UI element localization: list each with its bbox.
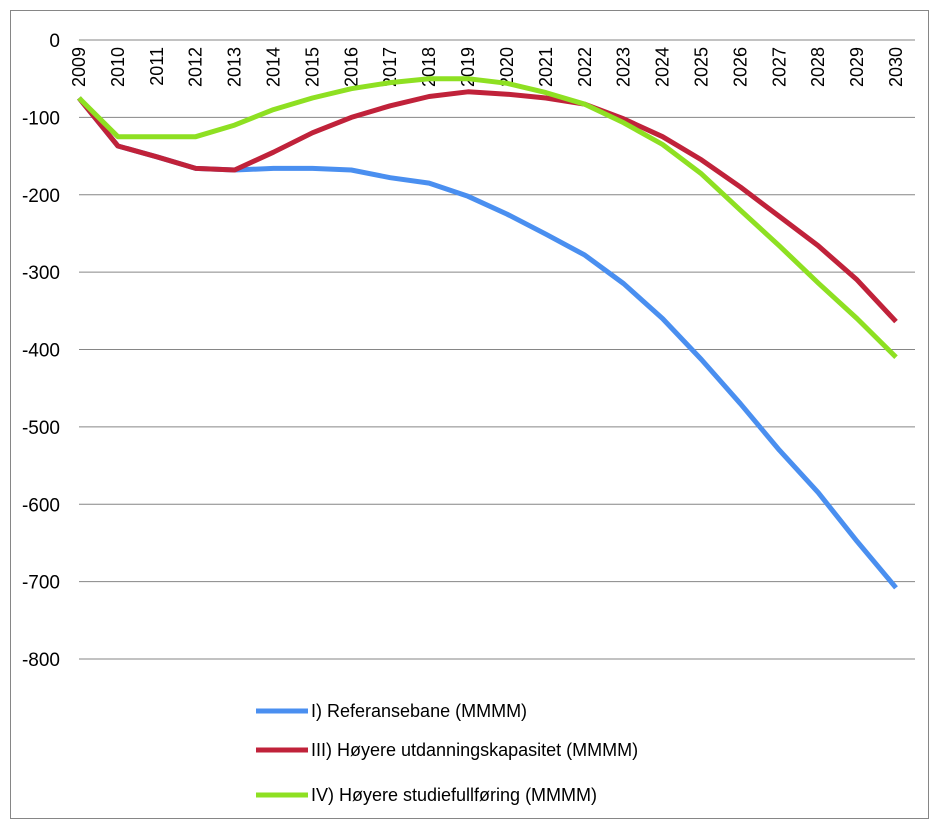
- series-line-2: [77, 89, 898, 324]
- y-tick-label: -700: [22, 573, 60, 594]
- legend: I) Referansebane (MMMM) III) Høyere utdan…: [256, 701, 638, 805]
- y-tick-label: -200: [22, 186, 60, 207]
- x-tick-label: 2028: [808, 47, 828, 87]
- x-tick-label: 2017: [380, 47, 400, 87]
- series-line-1: [77, 96, 898, 590]
- chart-frame: [10, 10, 929, 819]
- x-axis-tick-labels: 2009 2010 2011 2012 2013 2014 2015 2016 2017 2018…: [69, 47, 906, 87]
- x-tick-label: 2016: [341, 47, 361, 87]
- y-tick-label: 0: [49, 31, 60, 52]
- legend-label-2: III) Høyere utdanningskapasitet (MMMM): [311, 740, 638, 760]
- x-tick-label: 2030: [886, 47, 906, 87]
- x-tick-label: 2014: [264, 47, 284, 87]
- y-tick-label: -100: [22, 108, 60, 129]
- x-tick-label: 2021: [536, 47, 556, 87]
- x-tick-label: 2026: [730, 47, 750, 87]
- legend-label-3: IV) Høyere studiefullføring (MMMM): [311, 785, 597, 805]
- y-tick-label: -600: [22, 495, 60, 516]
- grid-lines: [79, 39, 915, 660]
- x-tick-label: 2015: [302, 47, 322, 87]
- x-tick-label: 2022: [575, 47, 595, 87]
- x-tick-label: 2012: [186, 47, 206, 87]
- x-tick-label: 2025: [691, 47, 711, 87]
- y-tick-label: -400: [22, 341, 60, 362]
- y-tick-label: -500: [22, 418, 60, 439]
- series-lines: [77, 76, 898, 590]
- legend-label-1: I) Referansebane (MMMM): [311, 701, 527, 721]
- x-tick-label: 2020: [497, 47, 517, 87]
- x-tick-label: 2010: [108, 47, 128, 87]
- x-tick-label: 2009: [69, 47, 89, 87]
- x-tick-label: 2029: [847, 47, 867, 87]
- y-tick-label: -300: [22, 263, 60, 284]
- x-tick-label: 2013: [225, 47, 245, 87]
- x-tick-label: 2024: [653, 47, 673, 87]
- series-line-3: [77, 76, 898, 359]
- x-tick-label: 2023: [614, 47, 634, 87]
- y-tick-label: -800: [22, 650, 60, 671]
- y-axis-tick-labels: 0 -100 -200 -300 -400 -500 -600 -700 -800: [22, 31, 60, 671]
- x-tick-label: 2011: [147, 47, 167, 86]
- x-tick-label: 2027: [769, 47, 789, 87]
